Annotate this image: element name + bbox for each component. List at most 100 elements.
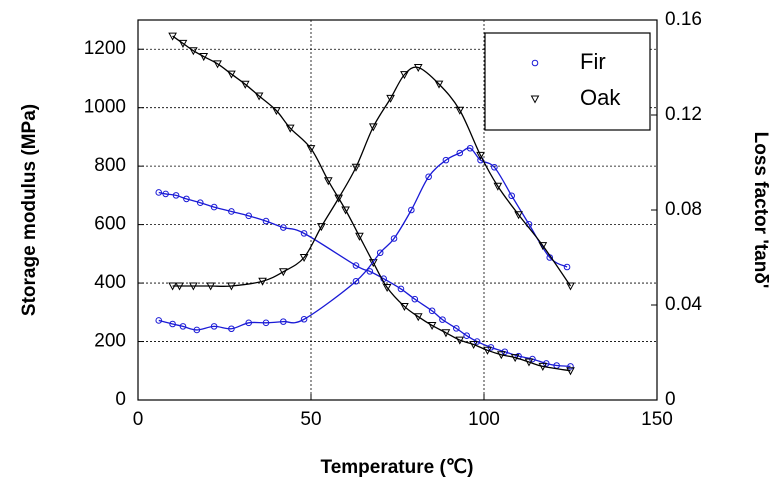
data-point	[493, 182, 503, 191]
data-point	[413, 313, 423, 322]
data-point	[508, 192, 515, 200]
data-point	[352, 277, 360, 285]
y-tick-label: 1200	[84, 38, 126, 59]
data-point	[408, 206, 415, 214]
data-point	[189, 282, 198, 291]
fit-line	[172, 66, 572, 287]
x-tick-label: 100	[468, 409, 500, 430]
data-point	[496, 351, 506, 360]
data-point	[376, 249, 384, 257]
data-point	[453, 325, 460, 332]
data-point	[538, 242, 548, 251]
legend-marker	[531, 59, 539, 67]
data-point	[524, 358, 534, 367]
data-point	[442, 156, 450, 164]
x-tick-label: 0	[133, 409, 144, 430]
data-point	[455, 106, 465, 115]
legend-box	[484, 32, 651, 131]
data-point	[189, 47, 198, 56]
data-point	[368, 123, 378, 132]
data-point	[441, 329, 451, 338]
data-point	[366, 268, 374, 275]
data-point	[400, 302, 409, 312]
data-point	[213, 60, 222, 69]
y2-tick-label: 0.16	[665, 9, 702, 30]
y-tick-label: 0	[115, 389, 126, 410]
data-point	[334, 194, 344, 203]
data-point	[323, 177, 333, 186]
data-point	[280, 318, 287, 325]
y-tick-label: 600	[94, 214, 126, 235]
data-point	[469, 340, 478, 350]
data-point	[196, 199, 204, 206]
data-point	[228, 325, 235, 333]
x-tick-label: 50	[300, 409, 321, 430]
data-point	[227, 282, 236, 291]
data-point	[245, 319, 253, 327]
data-point	[397, 285, 405, 293]
data-point	[341, 206, 350, 215]
y-tick-label: 200	[94, 331, 126, 352]
data-point	[245, 212, 253, 220]
fit-line	[158, 147, 568, 331]
data-point	[193, 326, 201, 334]
data-point	[262, 319, 270, 327]
y2-tick-label: 0.08	[665, 199, 702, 220]
data-point	[168, 282, 177, 291]
data-point	[172, 192, 180, 199]
data-point	[434, 80, 444, 89]
data-point	[351, 163, 361, 172]
data-point	[510, 354, 520, 363]
fit-line	[158, 191, 571, 368]
x-axis-title: Temperature (℃)	[321, 457, 474, 478]
data-point	[162, 190, 169, 198]
data-point	[352, 262, 360, 269]
data-point	[178, 39, 188, 48]
data-point	[439, 316, 446, 323]
data-point	[413, 64, 423, 73]
data-point	[199, 53, 209, 62]
data-point	[491, 163, 498, 171]
data-point	[466, 144, 474, 152]
data-point	[455, 336, 465, 345]
y-tick-label: 400	[94, 272, 126, 293]
data-point	[427, 321, 437, 331]
data-point	[183, 195, 190, 203]
data-point	[355, 232, 364, 241]
data-point	[228, 208, 235, 215]
data-point	[400, 71, 409, 80]
data-point	[285, 124, 295, 133]
y2-tick-label: 0.04	[665, 294, 702, 315]
legend-label: Oak	[580, 85, 621, 110]
data-point	[566, 282, 575, 291]
data-point	[278, 268, 288, 277]
data-point	[390, 235, 398, 242]
legend-marker	[530, 95, 540, 104]
data-point	[299, 254, 309, 263]
data-point	[538, 362, 548, 371]
data-point	[168, 32, 177, 41]
data-point	[210, 323, 218, 330]
data-point	[566, 367, 575, 376]
y-axis-title: Storage modulus (MPa)	[19, 104, 40, 316]
data-point	[563, 263, 571, 271]
plot-frame	[137, 19, 658, 401]
data-point	[411, 295, 419, 303]
data-point	[280, 224, 287, 231]
legend-label: Fir	[580, 49, 606, 74]
fit-line	[172, 35, 571, 372]
data-point	[169, 320, 176, 328]
data-point	[428, 307, 436, 315]
data-point	[386, 94, 395, 103]
y-tick-label: 1000	[84, 97, 126, 118]
data-point	[306, 145, 316, 154]
data-point	[155, 189, 163, 196]
y-tick-label: 800	[94, 155, 126, 176]
x-tick-label: 150	[641, 409, 673, 430]
data-point	[567, 363, 574, 370]
data-point	[317, 223, 326, 232]
data-point	[382, 283, 392, 293]
data-point	[368, 259, 378, 268]
data-point	[258, 277, 267, 286]
